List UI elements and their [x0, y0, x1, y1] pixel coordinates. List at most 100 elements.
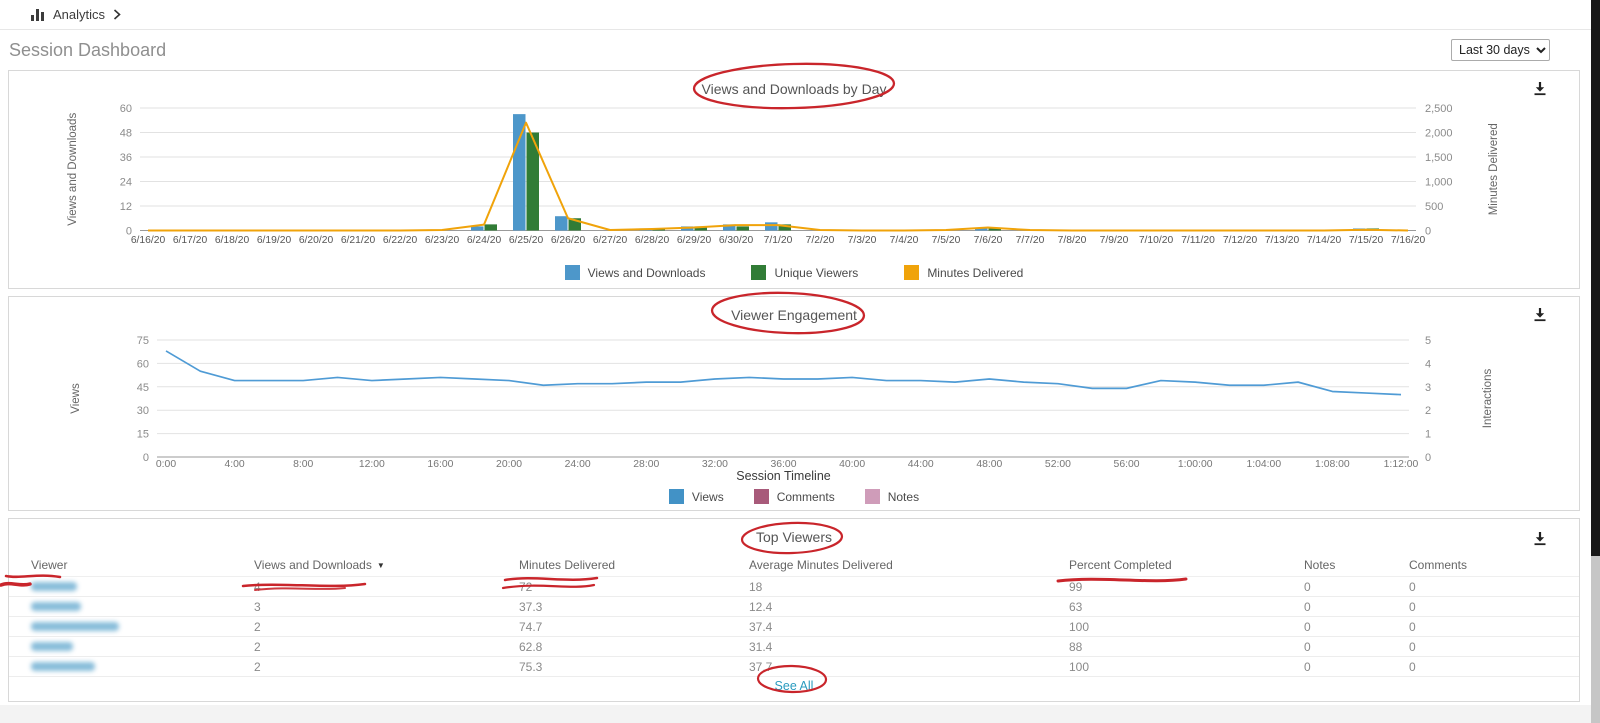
table-row: 3 37.3 12.4 63 0 0	[9, 597, 1579, 617]
legend-item: Comments	[753, 489, 835, 504]
chart2-time-labels: 0:00 4:00 8:00 12:00 16:00 20:00 24:00 28:00 32:…	[156, 459, 1419, 470]
svg-text:6/26/20: 6/26/20	[551, 235, 586, 246]
column-header-minutes-delivered[interactable]: Minutes Delivered	[519, 557, 616, 572]
column-header-percent-completed[interactable]: Percent Completed	[1069, 557, 1172, 572]
page-title: Session Dashboard	[9, 39, 167, 60]
cell-views_and_downloads: 3	[254, 599, 261, 614]
table-row: 2 75.3 37.7 100 0 0	[9, 657, 1579, 677]
svg-text:7/3/20: 7/3/20	[848, 235, 877, 246]
column-header-average-minutes-delivered[interactable]: Average Minutes Delivered	[749, 557, 893, 572]
table-row: 4 72 18 99 0 0	[9, 577, 1579, 597]
cell-average_minutes_delivered: 31.4	[749, 639, 773, 654]
chart2-legend: Views Comments Notes	[9, 489, 1579, 504]
svg-text:7/16/20: 7/16/20	[1391, 235, 1426, 246]
svg-text:12: 12	[120, 201, 132, 213]
svg-text:0: 0	[1425, 452, 1431, 464]
viewer-link[interactable]	[31, 662, 254, 671]
svg-text:75: 75	[137, 335, 149, 347]
cell-minutes_delivered: 62.8	[519, 639, 543, 654]
svg-text:0: 0	[143, 452, 149, 464]
cell-comments: 0	[1409, 659, 1416, 674]
svg-text:1:12:00: 1:12:00	[1384, 459, 1419, 470]
download-icon[interactable]	[1531, 307, 1549, 325]
svg-text:Interactions: Interactions	[1482, 369, 1494, 429]
download-icon[interactable]	[1531, 81, 1549, 99]
svg-text:6/20/20: 6/20/20	[299, 235, 334, 246]
svg-text:1:00:00: 1:00:00	[1178, 459, 1213, 470]
svg-text:0:00: 0:00	[156, 459, 176, 470]
viewer-link[interactable]	[31, 602, 254, 611]
svg-text:2,000: 2,000	[1425, 128, 1453, 140]
session-timeline-label: Session Timeline	[736, 469, 831, 483]
svg-text:7/11/20: 7/11/20	[1181, 235, 1215, 246]
chart1-grid	[140, 107, 1416, 231]
cell-average_minutes_delivered: 18	[749, 579, 763, 594]
table-row: 2 74.7 37.4 100 0 0	[9, 617, 1579, 637]
svg-text:Views: Views	[70, 383, 82, 414]
column-header-viewer[interactable]: Viewer	[31, 557, 68, 572]
svg-text:56:00: 56:00	[1114, 459, 1140, 470]
svg-text:7/13/20: 7/13/20	[1265, 235, 1300, 246]
cell-minutes_delivered: 72	[519, 579, 533, 594]
column-header-notes[interactable]: Notes	[1304, 557, 1336, 572]
legend-label: Views	[691, 489, 724, 504]
svg-text:40:00: 40:00	[839, 459, 865, 470]
svg-text:7/7/20: 7/7/20	[1016, 235, 1045, 246]
cell-comments: 0	[1409, 579, 1416, 594]
cell-average_minutes_delivered: 37.4	[749, 619, 773, 634]
legend-label: Notes	[887, 489, 920, 504]
column-header-comments[interactable]: Comments	[1409, 557, 1468, 572]
svg-text:7/12/20: 7/12/20	[1223, 235, 1258, 246]
svg-text:6/16/20: 6/16/20	[131, 235, 166, 246]
legend-swatch	[753, 489, 769, 504]
svg-text:6/22/20: 6/22/20	[383, 235, 418, 246]
svg-text:1:04:00: 1:04:00	[1246, 459, 1281, 470]
period-select[interactable]: Last 30 days	[1451, 39, 1550, 61]
cell-views_and_downloads: 2	[254, 639, 261, 654]
svg-text:8:00: 8:00	[293, 459, 313, 470]
viewer-link[interactable]	[31, 622, 254, 631]
cell-views_and_downloads: 2	[254, 659, 261, 674]
cell-notes: 0	[1304, 579, 1311, 594]
column-header-views-and-downloads[interactable]: Views and Downloads ▼	[254, 557, 385, 572]
legend-label: Views and Downloads	[587, 265, 706, 280]
legend-item: Views	[668, 489, 724, 504]
minutes-delivered-line	[148, 121, 1409, 232]
svg-text:24: 24	[120, 177, 132, 189]
viewer-engagement-chart: 0 0 15 1 30 2 45 3 60 4 75 5 Views Interactions 0:00 4:…	[70, 335, 1494, 483]
svg-text:3: 3	[1425, 382, 1431, 394]
svg-text:7/4/20: 7/4/20	[890, 235, 919, 246]
svg-text:6/18/20: 6/18/20	[215, 235, 250, 246]
blurred-viewer-name	[31, 642, 73, 651]
cell-notes: 0	[1304, 639, 1311, 654]
svg-text:6/27/20: 6/27/20	[593, 235, 628, 246]
sort-caret-icon: ▼	[376, 560, 385, 570]
viewer-link[interactable]	[31, 582, 254, 591]
cell-percent_completed: 100	[1069, 619, 1090, 634]
cell-views_and_downloads: 2	[254, 619, 261, 634]
legend-label: Minutes Delivered	[927, 265, 1024, 280]
svg-text:1: 1	[1425, 429, 1431, 441]
download-icon[interactable]	[1531, 531, 1549, 549]
see-all-link[interactable]: See All	[774, 679, 814, 693]
footer-band	[0, 705, 1600, 723]
legend-swatch	[564, 265, 580, 280]
svg-text:44:00: 44:00	[908, 459, 934, 470]
chart2-title: Viewer Engagement	[731, 307, 857, 323]
cell-comments: 0	[1409, 599, 1416, 614]
cell-minutes_delivered: 74.7	[519, 619, 543, 634]
cell-comments: 0	[1409, 639, 1416, 654]
table-title: Top Viewers	[755, 529, 832, 545]
cell-views_and_downloads: 4	[254, 579, 261, 594]
svg-text:7/10/20: 7/10/20	[1139, 235, 1174, 246]
legend-label: Comments	[776, 489, 835, 504]
svg-text:48:00: 48:00	[976, 459, 1002, 470]
cell-notes: 0	[1304, 619, 1311, 634]
viewer-link[interactable]	[31, 642, 254, 651]
svg-text:60: 60	[120, 103, 132, 115]
legend-swatch	[668, 489, 684, 504]
svg-text:15: 15	[137, 429, 149, 441]
chart2-grid	[157, 339, 1409, 458]
breadcrumb-analytics-link[interactable]: Analytics	[53, 7, 106, 22]
chart1-axis-labels: 0 0 12 500 24 1,000 36 1,500 48 2,000 60 2,500	[120, 103, 1453, 238]
